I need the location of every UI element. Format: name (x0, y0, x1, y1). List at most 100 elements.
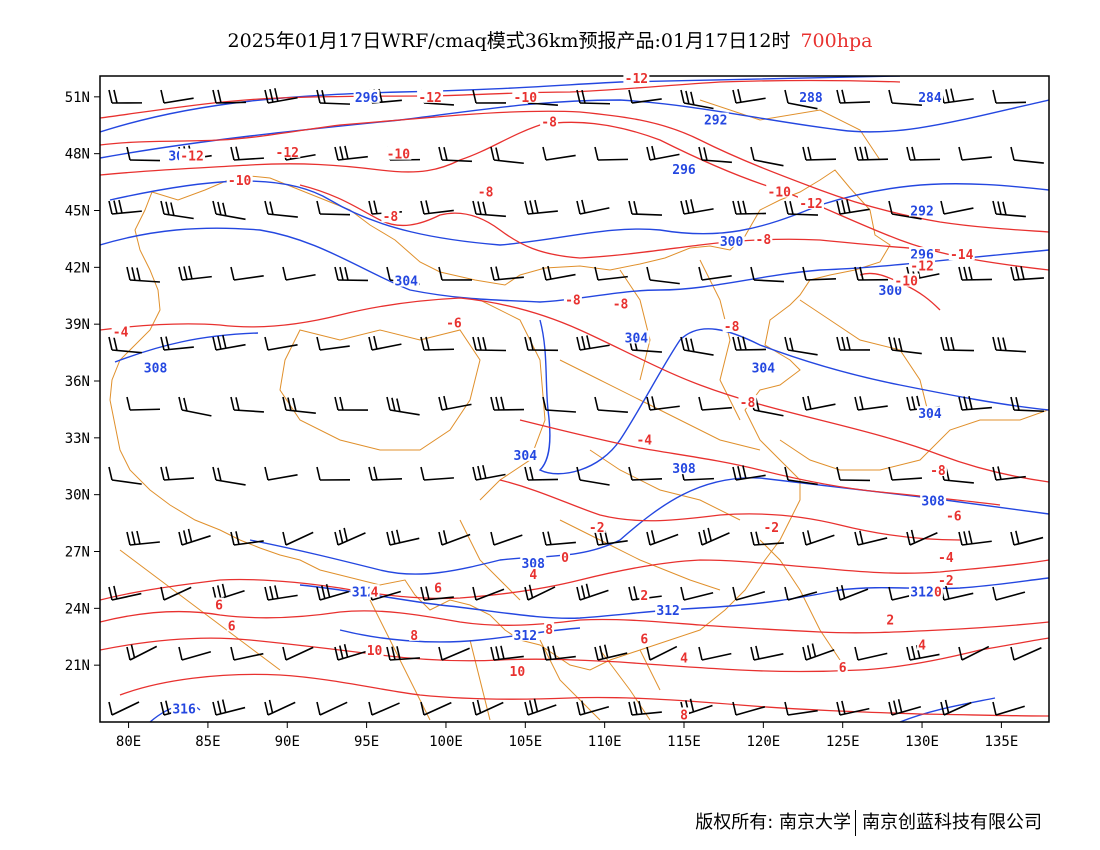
wind-barb (368, 701, 400, 716)
height-label: 300 (720, 235, 744, 250)
wind-barb (576, 700, 610, 716)
temperature-label-bg (559, 550, 570, 564)
lon-tick-label: 130E (905, 734, 939, 750)
height-label-bg (909, 203, 936, 217)
wind-barb (334, 145, 368, 161)
temperature-label: 10 (510, 665, 526, 680)
height-label: 304 (395, 275, 419, 290)
wind-barb (178, 646, 212, 661)
lon-tick-label: 105E (508, 734, 542, 750)
wind-barb (438, 530, 471, 546)
temperature-label: -8 (565, 294, 581, 309)
temperature-contour (100, 610, 1049, 634)
wind-barb (680, 586, 714, 601)
temperature-label-bg (679, 707, 689, 721)
wind-barb (126, 266, 160, 283)
wind-barb (732, 586, 766, 601)
temperature-label-bg (528, 567, 539, 581)
map-title: 2025年01月17日WRF/cmaq模式36km预报产品:01月17日12时 7… (0, 26, 1100, 53)
temperature-label: 6 (640, 633, 648, 648)
temperature-label: 4 (529, 568, 537, 583)
temperature-label: -12 (180, 150, 203, 165)
lat-tick-label: 42N (65, 260, 90, 276)
wind-barb (438, 266, 473, 281)
wind-barb (594, 146, 629, 161)
wind-barb (472, 89, 507, 104)
temperature-label: -10 (387, 148, 411, 163)
wind-barb (802, 395, 836, 411)
wind-barb (386, 646, 420, 661)
temperature-contour (100, 297, 1049, 483)
temperature-label: 8 (410, 629, 418, 644)
temperature-label: -12 (418, 91, 441, 106)
wind-barb (178, 265, 212, 281)
height-contour (100, 227, 1049, 303)
map-boundaries (109, 99, 1049, 721)
temperature-label: -12 (276, 146, 299, 161)
lat-tick-label: 21N (65, 658, 90, 674)
temperature-label: 6 (228, 619, 236, 634)
wind-barb (628, 89, 662, 104)
copyright-right: 南京创蓝科技有限公司 (862, 812, 1042, 833)
wind-barb (576, 583, 609, 601)
wind-barb (282, 646, 314, 661)
height-label-bg (671, 161, 697, 175)
temperature-label-bg (885, 612, 896, 626)
wind-barb (940, 200, 974, 215)
wind-barb (1010, 266, 1044, 281)
temperature-label-bg (623, 70, 650, 84)
temperature-label: -4 (938, 551, 954, 566)
wind-barb (680, 336, 714, 356)
wind-barb (524, 584, 556, 601)
lat-tick-label: 27N (65, 545, 90, 561)
wind-barb (368, 335, 402, 351)
wind-barb (680, 89, 714, 110)
height-label: 304 (752, 362, 776, 377)
wind-barb (542, 645, 576, 661)
height-label-bg (671, 461, 697, 475)
wind-barb (992, 200, 1026, 218)
temperature-label: -8 (740, 396, 756, 411)
wind-barb (802, 146, 837, 161)
height-contour (109, 180, 1049, 246)
height-label-bg (171, 701, 198, 715)
wind-barb (108, 585, 142, 601)
wind-barb (316, 200, 351, 216)
wind-barb (940, 699, 972, 716)
wind-barb (472, 464, 506, 481)
wind-barb (836, 585, 869, 601)
wind-barb (784, 89, 818, 110)
wind-barb (334, 266, 369, 282)
height-contour (249, 477, 1049, 575)
temperature-label-bg (385, 146, 412, 160)
wind-barb (958, 266, 993, 281)
china-boundary (109, 169, 891, 671)
wind-barb (1010, 396, 1045, 413)
temperature-label-bg (797, 195, 824, 209)
wind-barb (160, 466, 194, 481)
wind-barb (854, 146, 889, 161)
temperature-label-bg (274, 144, 301, 158)
wind-barb (282, 266, 316, 281)
wind-barb (178, 396, 212, 417)
wind-barb (888, 466, 922, 481)
wind-barb (646, 266, 680, 285)
wind-barb (576, 89, 611, 105)
temperature-label: -8 (613, 297, 629, 312)
wind-barb (524, 199, 558, 215)
lat-tick-label: 51N (65, 90, 90, 106)
wind-barb (472, 586, 505, 601)
wind-barb (992, 336, 1026, 353)
lon-tick-label: 85E (195, 734, 220, 750)
height-label-bg (916, 406, 943, 420)
temperature-label: -8 (383, 210, 399, 225)
wind-barb (264, 336, 298, 351)
wind-barb (698, 646, 732, 661)
temperature-contour (119, 673, 1049, 717)
wind-barb (212, 89, 247, 104)
wind-barb (940, 336, 975, 352)
wind-barb (836, 199, 870, 215)
wind-barb (732, 465, 766, 481)
wind-barb (992, 586, 1026, 601)
